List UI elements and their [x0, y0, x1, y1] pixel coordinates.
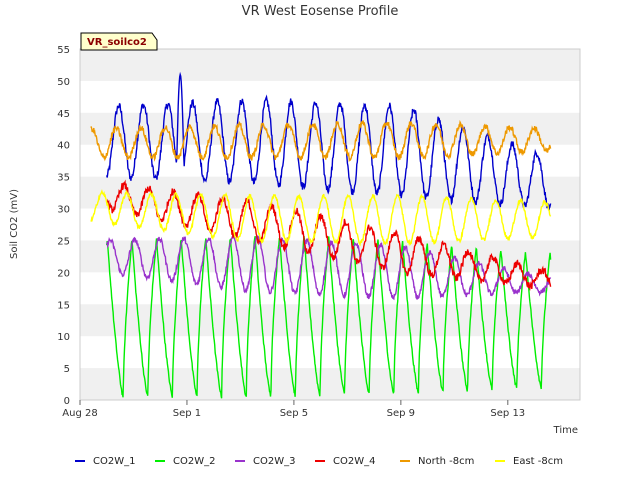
series-line-east-8cm [90, 189, 552, 247]
legend-label: CO2W_2 [173, 456, 215, 467]
site-tag-label: VR_soilco2 [87, 37, 147, 48]
legend-label: CO2W_4 [333, 456, 375, 467]
x-tick-label: Sep 13 [490, 408, 525, 419]
y-tick-label: 15 [57, 300, 70, 311]
y-axis-title: Soil CO2 (mV) [9, 189, 20, 259]
y-tick-label: 10 [57, 332, 70, 343]
series-line-co2w-2 [106, 236, 552, 399]
x-tick-label: Sep 9 [387, 408, 415, 419]
x-axis-title: Time [553, 425, 578, 436]
series-line-north-8cm [90, 119, 552, 163]
y-tick-label: 50 [57, 77, 70, 88]
grid-band [80, 49, 580, 81]
x-tick-label: Sep 1 [173, 408, 201, 419]
x-tick-label: Sep 5 [280, 408, 308, 419]
site-tag: VR_soilco2 [80, 32, 158, 51]
x-tick-label: Aug 28 [62, 408, 97, 419]
legend-label: CO2W_3 [253, 456, 295, 467]
y-tick-label: 0 [64, 396, 70, 407]
y-tick-label: 5 [64, 364, 70, 375]
legend-label: East -8cm [513, 456, 563, 467]
y-tick-label: 25 [57, 236, 70, 247]
y-tick-label: 45 [57, 109, 70, 120]
grid-band [80, 112, 580, 145]
x-axis: Aug 28 Sep 1 Sep 5 Sep 9 Sep 13 [62, 400, 525, 419]
y-axis: 0 5 10 15 20 25 30 35 40 45 50 55 [57, 45, 70, 407]
grid-band [80, 304, 580, 337]
legend-label: CO2W_1 [93, 456, 135, 467]
y-tick-label: 20 [57, 268, 70, 279]
plot-frame [79, 48, 581, 401]
series-line-co2w-4 [106, 179, 552, 292]
chart-title: VR West Eosense Profile [242, 4, 399, 19]
series-group [90, 71, 552, 399]
y-tick-label: 35 [57, 173, 70, 184]
legend: CO2W_1 CO2W_2 CO2W_3 CO2W_4 North -8cm East -… [75, 456, 563, 467]
y-tick-label: 30 [57, 205, 70, 216]
grid-band [80, 368, 580, 400]
series-line-co2w-1 [106, 71, 552, 211]
y-tick-label: 40 [57, 141, 70, 152]
legend-label: North -8cm [418, 456, 474, 467]
y-tick-label: 55 [57, 45, 70, 56]
series-line-co2w-3 [106, 234, 552, 301]
